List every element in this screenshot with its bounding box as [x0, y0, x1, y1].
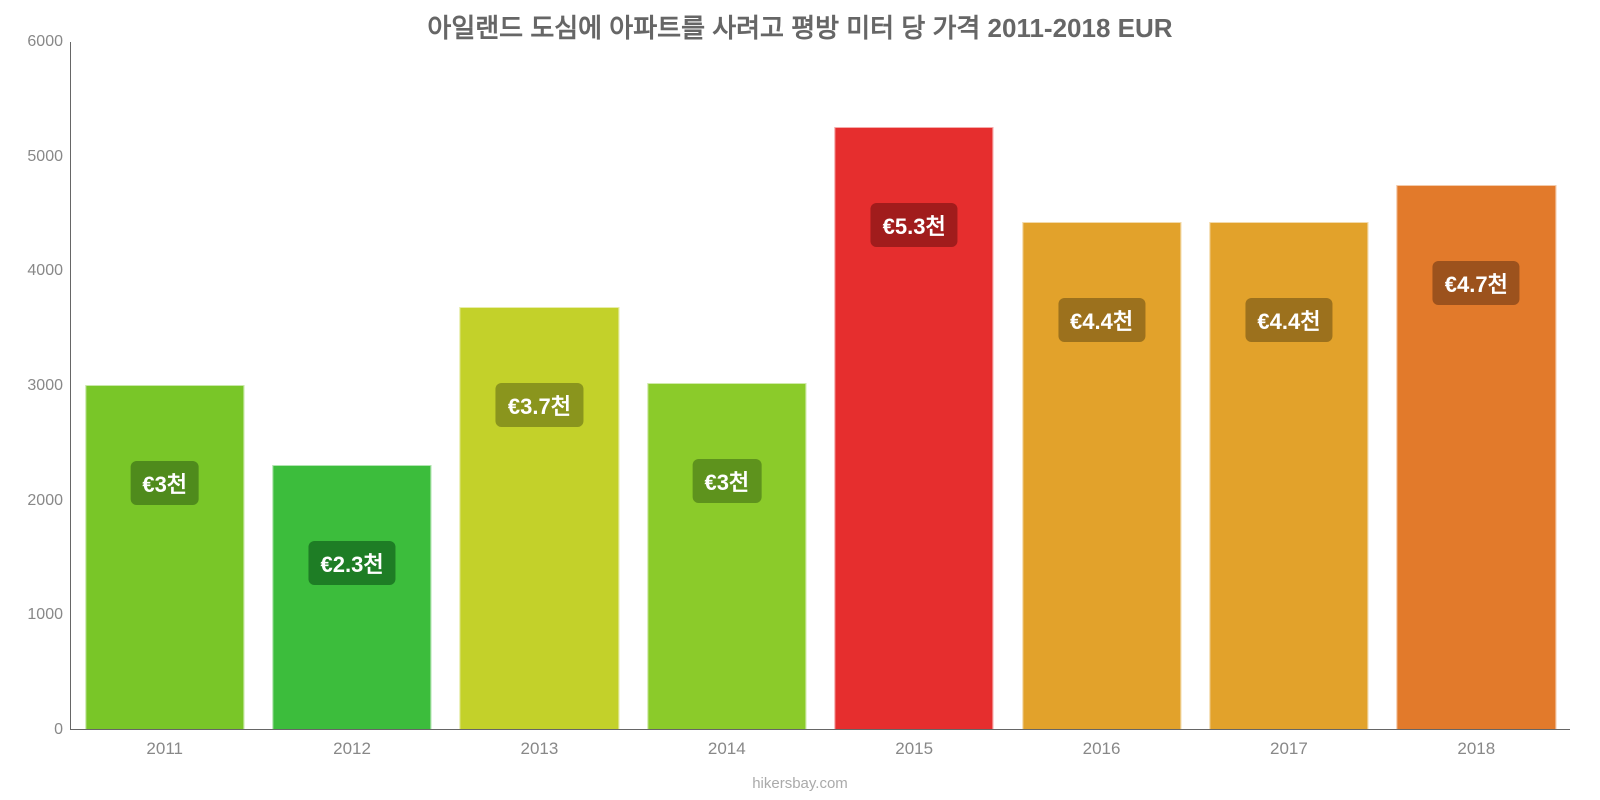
bar-value-label: €4.4천: [1245, 298, 1332, 342]
x-tick-label: 2014: [708, 729, 746, 759]
bar-slot: €4.7천2018: [1383, 42, 1570, 729]
y-tick-label: 0: [54, 721, 71, 739]
chart-container: 아일랜드 도심에 아파트를 사려고 평방 미터 당 가격 2011-2018 E…: [0, 0, 1600, 800]
y-tick-label: 6000: [27, 33, 71, 51]
x-tick-label: 2015: [895, 729, 933, 759]
bar-slot: €3.7천2013: [446, 42, 633, 729]
bar-slot: €2.3천2012: [258, 42, 445, 729]
bar-slot: €3천2011: [71, 42, 258, 729]
chart-title: 아일랜드 도심에 아파트를 사려고 평방 미터 당 가격 2011-2018 E…: [0, 8, 1600, 45]
bar-slot: €4.4천2017: [1195, 42, 1382, 729]
y-tick-label: 3000: [27, 377, 71, 395]
x-tick-label: 2017: [1270, 729, 1308, 759]
bar-value-label: €4.4천: [1058, 298, 1145, 342]
x-tick-label: 2018: [1457, 729, 1495, 759]
bar: [272, 465, 431, 729]
y-tick-label: 1000: [27, 606, 71, 624]
bar-value-label: €5.3천: [871, 203, 958, 247]
x-tick-label: 2016: [1083, 729, 1121, 759]
x-tick-label: 2011: [146, 729, 183, 759]
bar-value-label: €3.7천: [496, 383, 583, 427]
bar: [85, 385, 244, 729]
y-tick-label: 2000: [27, 492, 71, 510]
bar: [460, 307, 619, 729]
y-tick-label: 5000: [27, 148, 71, 166]
attribution: hikersbay.com: [0, 775, 1600, 792]
bar-slot: €3천2014: [633, 42, 820, 729]
plot-area: €3천2011€2.3천2012€3.7천2013€3천2014€5.3천201…: [70, 42, 1570, 730]
bar-slot: €5.3천2015: [821, 42, 1008, 729]
bar-slot: €4.4천2016: [1008, 42, 1195, 729]
bar-value-label: €2.3천: [309, 541, 396, 585]
x-tick-label: 2013: [521, 729, 559, 759]
y-tick-label: 4000: [27, 262, 71, 280]
bar-value-label: €3천: [692, 459, 761, 503]
bars-layer: €3천2011€2.3천2012€3.7천2013€3천2014€5.3천201…: [71, 42, 1570, 729]
bar-value-label: €4.7천: [1433, 261, 1520, 305]
bar: [647, 383, 806, 729]
x-tick-label: 2012: [333, 729, 371, 759]
bar-value-label: €3천: [130, 461, 199, 505]
